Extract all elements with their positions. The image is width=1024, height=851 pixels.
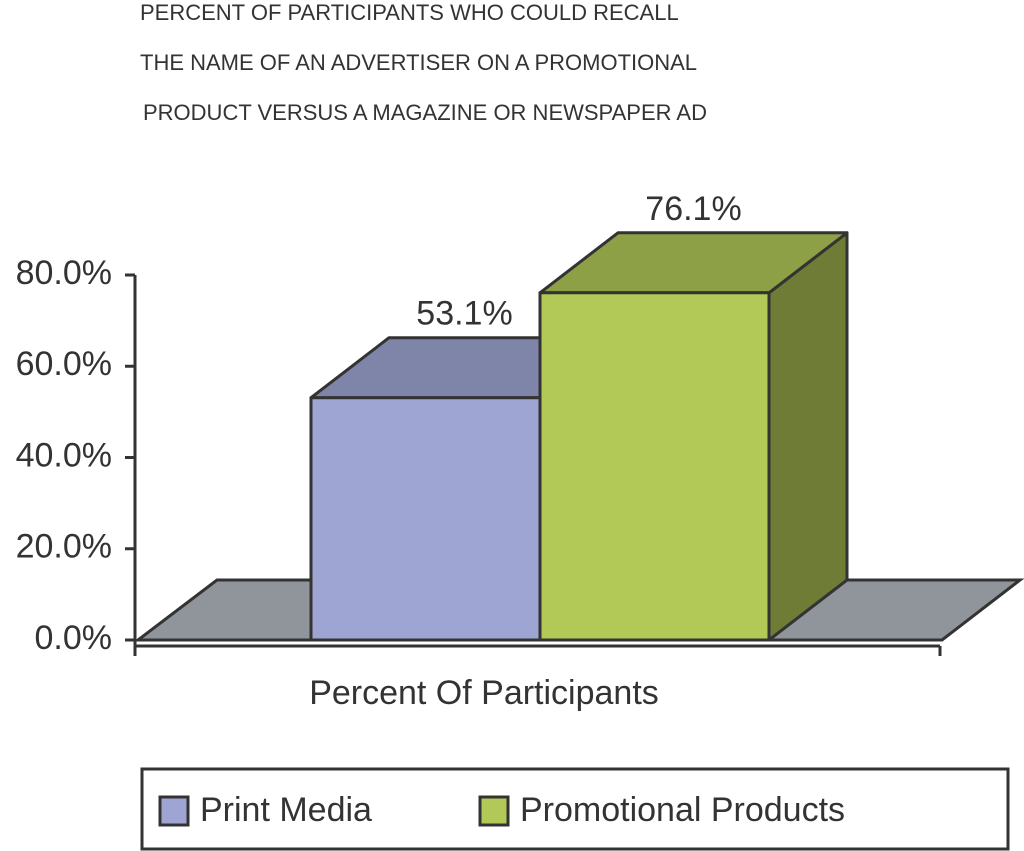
- value-label: 53.1%: [416, 295, 512, 333]
- y-tick-label: 60.0%: [16, 345, 112, 383]
- title-line: PERCENT OF PARTICIPANTS WHO COULD RECALL: [140, 0, 679, 25]
- title-line: THE NAME OF AN ADVERTISER ON A PROMOTION…: [140, 50, 697, 75]
- y-tick-label: 0.0%: [35, 619, 113, 657]
- bar: [538, 291, 771, 642]
- legend-label: Print Media: [200, 791, 372, 829]
- y-tick-label: 20.0%: [16, 528, 112, 566]
- y-tick-label: 40.0%: [16, 436, 112, 474]
- bar-side: [767, 231, 849, 642]
- x-tick-label: Percent Of Participants: [309, 674, 659, 712]
- bar: [309, 396, 542, 642]
- legend-box: [140, 767, 1010, 851]
- value-label: 76.1%: [645, 190, 741, 228]
- legend-swatch: [158, 795, 190, 827]
- legend-label: Promotional Products: [520, 791, 845, 829]
- legend-swatch: [478, 795, 510, 827]
- y-tick-label: 80.0%: [16, 254, 112, 292]
- title-line: PRODUCT VERSUS A MAGAZINE OR NEWSPAPER A…: [143, 100, 707, 125]
